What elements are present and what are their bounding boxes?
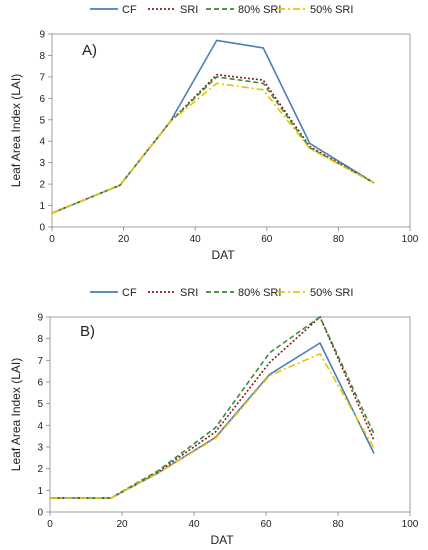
series-line-1 bbox=[50, 342, 375, 499]
y-tick-label: 6 bbox=[37, 378, 43, 389]
x-tick-label: 60 bbox=[261, 234, 273, 245]
plot-area bbox=[51, 33, 411, 228]
x-tick-label: 80 bbox=[332, 519, 344, 530]
x-tick-label: 100 bbox=[402, 519, 419, 530]
legend-label: 50% SRI bbox=[310, 4, 353, 16]
series-line-2 bbox=[51, 73, 375, 214]
chart-panel-b: 0 20 40 60 80 100 0 1 2 3 4 5 6 7 8 9 DAT Leaf Area Index… bbox=[9, 287, 419, 547]
y-axis-title: Leaf Area Index (LAI) bbox=[9, 74, 23, 187]
x-tick-label: 40 bbox=[188, 519, 200, 530]
series-line-4 bbox=[51, 82, 375, 214]
plot-area bbox=[49, 316, 411, 513]
series-line-2 bbox=[50, 316, 375, 499]
legend-label: SRI bbox=[180, 287, 198, 299]
y-tick-label: 9 bbox=[37, 313, 43, 324]
legend-label: 50% SRI bbox=[310, 287, 353, 299]
x-tick-label: 100 bbox=[402, 234, 419, 245]
y-axis-title: Leaf Area Index (LAI) bbox=[9, 358, 23, 471]
series-line-3 bbox=[50, 316, 375, 499]
x-axis-title: DAT bbox=[211, 248, 235, 262]
y-tick-label: 1 bbox=[37, 486, 43, 497]
panel-label: A) bbox=[82, 42, 97, 59]
x-tick-label: 60 bbox=[260, 519, 272, 530]
x-tick-label: 40 bbox=[190, 234, 202, 245]
x-axis-title: DAT bbox=[210, 533, 234, 547]
legend-label: CF bbox=[122, 287, 137, 299]
y-tick-label: 3 bbox=[39, 158, 45, 169]
y-tick-label: 5 bbox=[39, 115, 45, 126]
chart-panel-a: 0 20 40 60 80 100 0 1 2 3 4 5 6 7 8 9 DAT Leaf Area Index… bbox=[9, 4, 419, 262]
x-tick-label: 20 bbox=[116, 519, 128, 530]
y-tick-label: 8 bbox=[39, 51, 45, 62]
x-tick-label: 20 bbox=[118, 234, 130, 245]
y-tick-label: 8 bbox=[37, 334, 43, 345]
x-tick-label: 0 bbox=[47, 519, 53, 530]
series-line-4 bbox=[50, 352, 375, 499]
legend-label: 80% SRI bbox=[238, 287, 281, 299]
y-tick-label: 6 bbox=[39, 94, 45, 105]
y-tick-label: 1 bbox=[39, 201, 45, 212]
x-tick-label: 0 bbox=[49, 234, 55, 245]
series-line-1 bbox=[51, 39, 375, 214]
y-tick-label: 4 bbox=[37, 421, 43, 432]
x-tick-label: 80 bbox=[333, 234, 345, 245]
y-tick-label: 0 bbox=[39, 223, 45, 234]
y-tick-label: 0 bbox=[37, 508, 43, 519]
y-tick-label: 5 bbox=[37, 399, 43, 410]
y-tick-label: 3 bbox=[37, 443, 43, 454]
legend-label: 80% SRI bbox=[238, 4, 281, 16]
panel-label: B) bbox=[80, 323, 95, 340]
y-tick-label: 7 bbox=[37, 356, 43, 367]
legend-label: SRI bbox=[180, 4, 198, 16]
series-line-3 bbox=[51, 76, 375, 214]
y-tick-label: 7 bbox=[39, 72, 45, 83]
y-tick-label: 9 bbox=[39, 30, 45, 41]
y-tick-label: 4 bbox=[39, 137, 45, 148]
y-tick-label: 2 bbox=[39, 180, 45, 191]
y-tick-label: 2 bbox=[37, 464, 43, 475]
legend-label: CF bbox=[122, 4, 137, 16]
